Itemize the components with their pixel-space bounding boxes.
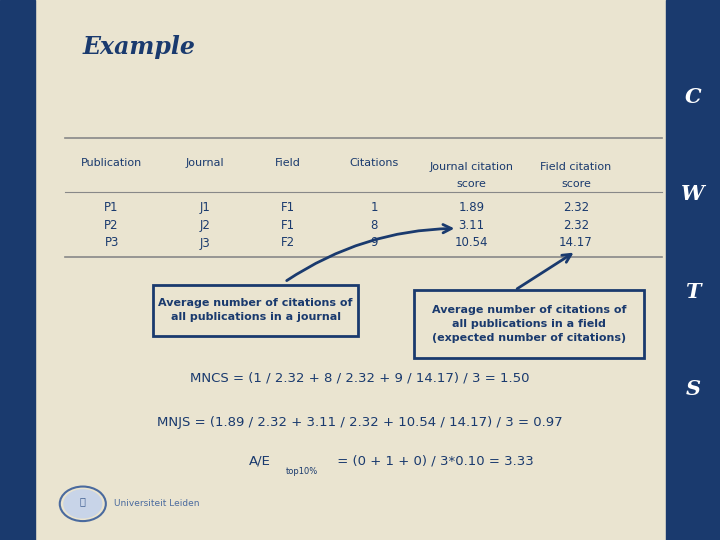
Text: score: score (456, 179, 487, 190)
Bar (0, 0, 35, 540)
Text: F1: F1 (281, 219, 295, 232)
Text: J1: J1 (199, 201, 211, 214)
FancyBboxPatch shape (414, 291, 644, 357)
Text: T: T (685, 281, 701, 302)
Text: Journal: Journal (186, 158, 225, 167)
Text: Citations: Citations (350, 158, 399, 167)
Text: P2: P2 (104, 219, 119, 232)
Text: W: W (681, 184, 705, 205)
Text: F1: F1 (281, 201, 295, 214)
Text: 8: 8 (371, 219, 378, 232)
Text: C: C (685, 87, 701, 107)
Text: 3.11: 3.11 (459, 219, 485, 232)
Text: Field citation: Field citation (541, 162, 611, 172)
Text: Average number of citations of
all publications in a field
(expected number of c: Average number of citations of all publi… (432, 305, 626, 343)
Text: Field: Field (275, 158, 301, 167)
Text: 10.54: 10.54 (455, 237, 488, 249)
Text: 1: 1 (371, 201, 378, 214)
Text: F2: F2 (281, 237, 295, 249)
Text: 2.32: 2.32 (563, 201, 589, 214)
Text: S: S (685, 379, 701, 399)
Text: Average number of citations of
all publications in a journal: Average number of citations of all publi… (158, 299, 353, 322)
Text: score: score (561, 179, 591, 190)
Text: Universiteit Leiden: Universiteit Leiden (114, 500, 200, 508)
Text: J2: J2 (199, 219, 211, 232)
Text: 9: 9 (371, 237, 378, 249)
Text: A/E: A/E (248, 454, 270, 468)
FancyBboxPatch shape (153, 285, 359, 336)
Circle shape (63, 489, 102, 518)
Text: Example: Example (83, 35, 196, 59)
Text: = (0 + 1 + 0) / 3*0.10 = 3.33: = (0 + 1 + 0) / 3*0.10 = 3.33 (333, 454, 534, 468)
Text: MNCS = (1 / 2.32 + 8 / 2.32 + 9 / 14.17) / 3 = 1.50: MNCS = (1 / 2.32 + 8 / 2.32 + 9 / 14.17)… (190, 372, 530, 384)
Text: ⛪: ⛪ (80, 496, 86, 506)
Text: P1: P1 (104, 201, 119, 214)
Text: top10%: top10% (286, 467, 318, 476)
Text: J3: J3 (200, 237, 210, 249)
Bar (666, 0, 720, 540)
Text: 1.89: 1.89 (459, 201, 485, 214)
Text: 2.32: 2.32 (563, 219, 589, 232)
Text: P3: P3 (104, 237, 119, 249)
Text: 14.17: 14.17 (559, 237, 593, 249)
Text: MNJS = (1.89 / 2.32 + 3.11 / 2.32 + 10.54 / 14.17) / 3 = 0.97: MNJS = (1.89 / 2.32 + 3.11 / 2.32 + 10.5… (157, 416, 563, 429)
Text: Journal citation: Journal citation (430, 162, 513, 172)
Text: Publication: Publication (81, 158, 143, 167)
